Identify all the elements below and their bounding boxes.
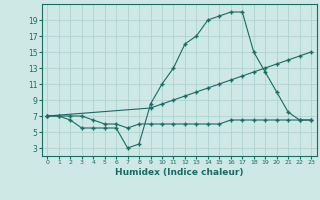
X-axis label: Humidex (Indice chaleur): Humidex (Indice chaleur) bbox=[115, 168, 244, 177]
